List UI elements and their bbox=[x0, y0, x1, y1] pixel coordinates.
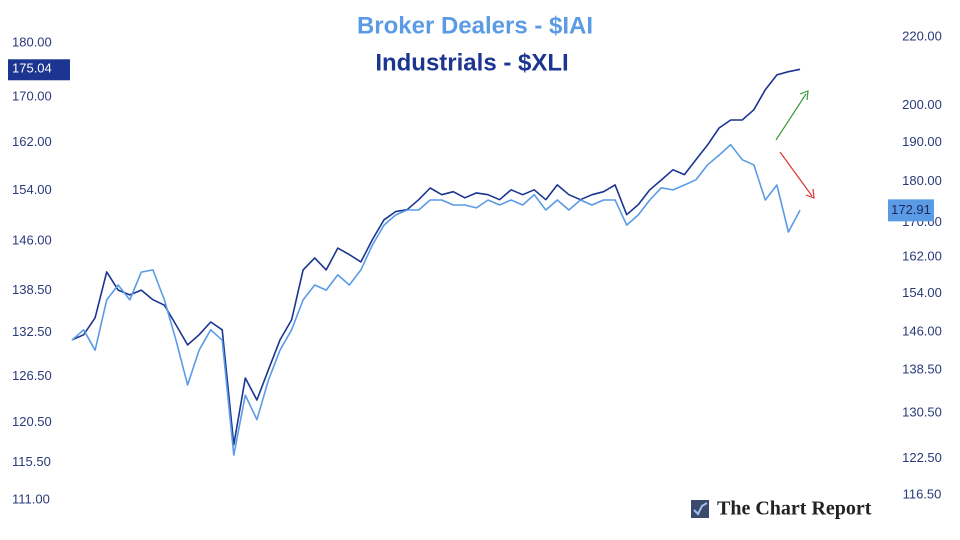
y-tick-label: 132.50 bbox=[12, 324, 52, 339]
up-arrow-head bbox=[799, 90, 809, 101]
y-tick-label: 170.00 bbox=[12, 88, 52, 103]
down-arrow bbox=[779, 151, 813, 197]
y2-tick-label: 116.50 bbox=[903, 486, 942, 501]
y2-tick-label: 162.00 bbox=[902, 249, 942, 264]
y-tick-label: 115.50 bbox=[12, 454, 51, 469]
chart-subtitle: Industrials - $XLI bbox=[375, 49, 568, 76]
y2-tick-label: 122.50 bbox=[902, 450, 942, 465]
last-value-box bbox=[8, 59, 70, 81]
last-value-label: 175.04 bbox=[12, 61, 52, 76]
y-tick-label: 111.00 bbox=[12, 492, 50, 507]
last-value-label: 172.91 bbox=[891, 202, 931, 217]
y-tick-label: 138.50 bbox=[12, 282, 52, 297]
y2-tick-label: 130.50 bbox=[902, 405, 942, 420]
logo: The Chart Report bbox=[691, 498, 872, 520]
y-tick-label: 154.00 bbox=[12, 182, 52, 197]
series-line bbox=[71, 143, 801, 456]
y-tick-label: 146.00 bbox=[12, 232, 52, 247]
y2-tick-label: 138.50 bbox=[902, 362, 942, 377]
y2-tick-label: 154.00 bbox=[902, 285, 942, 300]
y-tick-label: 120.50 bbox=[12, 414, 52, 429]
down-arrow-head bbox=[805, 188, 815, 199]
series-line bbox=[71, 68, 801, 446]
logo-mark bbox=[693, 502, 708, 516]
last-value-box bbox=[888, 199, 934, 222]
y2-tick-label: 220.00 bbox=[902, 28, 942, 43]
y2-tick-label: 180.00 bbox=[902, 173, 942, 188]
y-tick-label: 180.00 bbox=[12, 34, 52, 49]
y-tick-label: 162.00 bbox=[12, 134, 52, 149]
chart-title: Broker Dealers - $IAI bbox=[357, 12, 593, 39]
y-tick-label: 126.50 bbox=[12, 368, 52, 383]
y2-tick-label: 200.00 bbox=[902, 97, 942, 112]
watermark: The Chart Report bbox=[717, 498, 872, 520]
up-arrow bbox=[775, 93, 807, 141]
y2-tick-label: 146.00 bbox=[902, 324, 942, 339]
y2-tick-label: 190.00 bbox=[902, 134, 942, 149]
